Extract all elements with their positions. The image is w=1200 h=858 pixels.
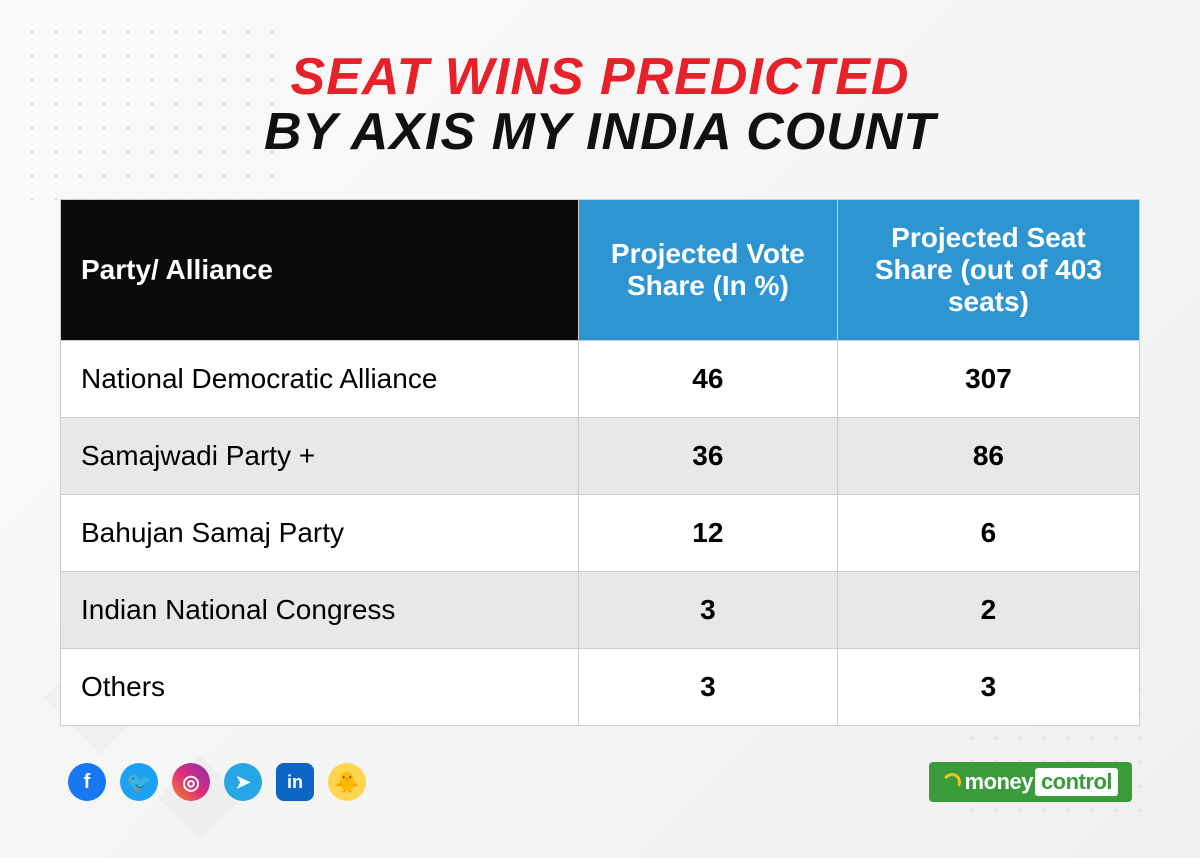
twitter-icon[interactable]: 🐦 <box>120 763 158 801</box>
party-cell: Indian National Congress <box>61 572 579 649</box>
vote-share-cell: 36 <box>578 418 837 495</box>
title-block: SEAT WINS PREDICTED BY AXIS MY INDIA COU… <box>60 50 1140 159</box>
col-header-seat-share: Projected Seat Share (out of 403 seats) <box>837 200 1139 341</box>
logo-text-control: control <box>1035 768 1118 796</box>
table-row: Indian National Congress32 <box>61 572 1140 649</box>
content-area: SEAT WINS PREDICTED BY AXIS MY INDIA COU… <box>0 0 1200 756</box>
seat-share-cell: 6 <box>837 495 1139 572</box>
vote-share-cell: 46 <box>578 341 837 418</box>
vote-share-cell: 3 <box>578 649 837 726</box>
table-row: Samajwadi Party +3686 <box>61 418 1140 495</box>
social-icons-row: f 🐦 ◎ ➤ in 🐥 <box>68 763 366 801</box>
party-cell: Bahujan Samaj Party <box>61 495 579 572</box>
linkedin-icon[interactable]: in <box>276 763 314 801</box>
moneycontrol-logo: moneycontrol <box>929 762 1132 802</box>
table-row: National Democratic Alliance46307 <box>61 341 1140 418</box>
vote-share-cell: 12 <box>578 495 837 572</box>
koo-icon[interactable]: 🐥 <box>328 763 366 801</box>
title-line-2: BY AXIS MY INDIA COUNT <box>60 105 1140 160</box>
table-row: Others33 <box>61 649 1140 726</box>
facebook-icon[interactable]: f <box>68 763 106 801</box>
data-table: Party/ Alliance Projected Vote Share (In… <box>60 199 1140 726</box>
col-header-vote-share: Projected Vote Share (In %) <box>578 200 837 341</box>
table-row: Bahujan Samaj Party126 <box>61 495 1140 572</box>
footer: f 🐦 ◎ ➤ in 🐥 moneycontrol <box>68 762 1132 802</box>
vote-share-cell: 3 <box>578 572 837 649</box>
telegram-icon[interactable]: ➤ <box>224 763 262 801</box>
seat-share-cell: 307 <box>837 341 1139 418</box>
party-cell: Samajwadi Party + <box>61 418 579 495</box>
table-header-row: Party/ Alliance Projected Vote Share (In… <box>61 200 1140 341</box>
logo-arc-icon <box>940 771 962 793</box>
party-cell: National Democratic Alliance <box>61 341 579 418</box>
title-line-1: SEAT WINS PREDICTED <box>60 50 1140 105</box>
logo-text-money: money <box>965 769 1033 795</box>
party-cell: Others <box>61 649 579 726</box>
instagram-icon[interactable]: ◎ <box>172 763 210 801</box>
seat-share-cell: 3 <box>837 649 1139 726</box>
seat-share-cell: 2 <box>837 572 1139 649</box>
seat-share-cell: 86 <box>837 418 1139 495</box>
col-header-party: Party/ Alliance <box>61 200 579 341</box>
